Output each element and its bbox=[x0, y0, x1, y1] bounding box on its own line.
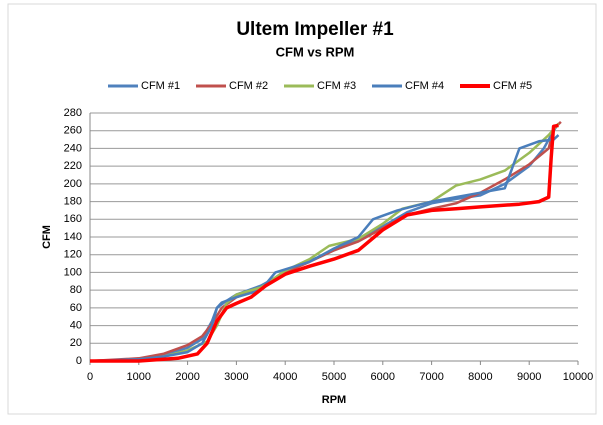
chart-frame bbox=[7, 3, 597, 415]
x-tick-label: 9000 bbox=[517, 371, 541, 383]
legend-label: CFM #4 bbox=[405, 80, 444, 92]
legend-label: CFM #1 bbox=[141, 80, 180, 92]
x-tick-label: 3000 bbox=[224, 371, 248, 383]
x-tick-label: 8000 bbox=[468, 371, 492, 383]
x-tick-label: 5000 bbox=[322, 371, 346, 383]
x-axis-label: RPM bbox=[322, 394, 346, 406]
x-tick-label: 4000 bbox=[273, 371, 297, 383]
y-tick-label: 140 bbox=[64, 231, 82, 243]
y-tick-label: 260 bbox=[64, 125, 82, 137]
legend-label: CFM #3 bbox=[317, 80, 356, 92]
legend-label: CFM #2 bbox=[229, 80, 268, 92]
y-tick-label: 60 bbox=[70, 302, 82, 314]
y-axis-label: CFM bbox=[41, 225, 53, 249]
y-tick-label: 100 bbox=[64, 266, 82, 278]
y-tick-label: 120 bbox=[64, 249, 82, 261]
y-tick-label: 240 bbox=[64, 142, 82, 154]
chart-title: Ultem Impeller #1 bbox=[236, 19, 394, 40]
series-line bbox=[90, 123, 559, 363]
y-tick-label: 180 bbox=[64, 195, 82, 207]
y-tick-label: 80 bbox=[70, 284, 82, 296]
y-tick-label: 0 bbox=[76, 355, 82, 367]
y-tick-label: 40 bbox=[70, 319, 82, 331]
x-tick-label: 2000 bbox=[175, 371, 199, 383]
legend-label: CFM #5 bbox=[493, 80, 532, 92]
x-tick-label: 7000 bbox=[419, 371, 443, 383]
x-tick-label: 0 bbox=[87, 371, 93, 383]
y-tick-label: 200 bbox=[64, 178, 82, 190]
x-tick-label: 10000 bbox=[563, 371, 594, 383]
y-tick-label: 220 bbox=[64, 160, 82, 172]
series-line bbox=[89, 120, 562, 363]
series-line bbox=[89, 134, 560, 363]
y-tick-label: 280 bbox=[64, 107, 82, 119]
x-tick-label: 1000 bbox=[127, 371, 151, 383]
y-tick-label: 160 bbox=[64, 213, 82, 225]
chart-subtitle: CFM vs RPM bbox=[276, 44, 355, 59]
x-tick-label: 6000 bbox=[371, 371, 395, 383]
y-tick-label: 20 bbox=[70, 337, 82, 349]
